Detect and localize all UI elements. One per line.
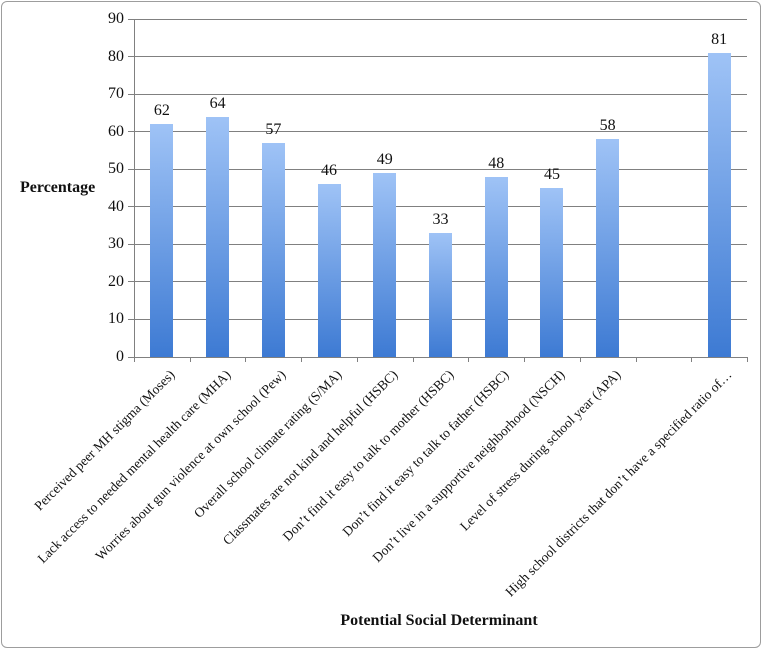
bar (484, 176, 508, 357)
bar (261, 142, 285, 357)
x-axis-tick (189, 357, 191, 362)
bar-value-label: 48 (488, 154, 505, 172)
y-axis-tick (128, 168, 134, 170)
y-axis-tick (128, 318, 134, 320)
gridline (134, 93, 747, 95)
x-axis-tick (691, 357, 693, 362)
gridline (134, 168, 747, 170)
y-axis-tick (128, 56, 134, 58)
y-axis-tick-label: 90 (108, 10, 124, 27)
y-axis-tick-label: 30 (108, 235, 124, 253)
bar (707, 52, 731, 357)
y-axis-tick-label: 20 (108, 272, 124, 290)
gridline (134, 131, 747, 133)
y-axis-tick (128, 93, 134, 95)
y-axis-tick (128, 243, 134, 245)
gridline (134, 206, 747, 208)
x-axis-tick (134, 357, 135, 362)
bar (150, 124, 174, 357)
y-axis-tick (128, 281, 134, 283)
y-axis-tick-label: 40 (108, 197, 124, 215)
x-axis-line (134, 356, 748, 358)
bar-value-label: 81 (711, 30, 728, 48)
y-axis-tick-label: 50 (108, 160, 124, 178)
bar-value-label: 45 (543, 166, 560, 183)
x-axis-tick (412, 357, 414, 362)
y-axis-tick-label: 60 (108, 122, 124, 140)
bar-value-label: 46 (321, 162, 338, 180)
y-axis-tick (128, 356, 134, 358)
x-axis-tick (635, 357, 637, 362)
y-axis-tick (128, 18, 134, 20)
x-axis-tick (245, 357, 247, 362)
bar (596, 139, 620, 357)
gridline (134, 18, 747, 20)
y-axis-tick (128, 206, 134, 208)
bar (206, 116, 230, 357)
gridline (134, 56, 747, 58)
x-axis-tick (301, 357, 303, 362)
x-axis-title: Potential Social Determinant (340, 612, 538, 629)
x-axis-tick (356, 357, 358, 362)
y-axis-title: Percentage (20, 179, 96, 196)
bar (373, 172, 397, 357)
bar (429, 233, 452, 357)
x-axis-tick (747, 357, 748, 362)
bar-value-label: 64 (209, 94, 226, 112)
x-axis-tick (579, 357, 581, 362)
y-axis-tick (128, 131, 134, 133)
bar-value-label: 58 (599, 117, 616, 135)
y-axis-tick-label: 80 (108, 47, 124, 65)
y-axis-line (134, 19, 135, 357)
bar (540, 188, 564, 357)
bar (317, 184, 341, 357)
bar-value-label: 57 (265, 120, 282, 138)
bar-value-label: 49 (376, 150, 393, 168)
x-axis-tick (468, 357, 470, 362)
y-axis-tick-label: 0 (116, 348, 124, 365)
y-axis-tick-label: 70 (108, 85, 124, 103)
y-axis-tick-label: 10 (108, 310, 124, 328)
bar-value-label: 62 (153, 102, 170, 120)
bar-value-label: 33 (432, 211, 449, 229)
x-axis-tick (524, 357, 526, 362)
